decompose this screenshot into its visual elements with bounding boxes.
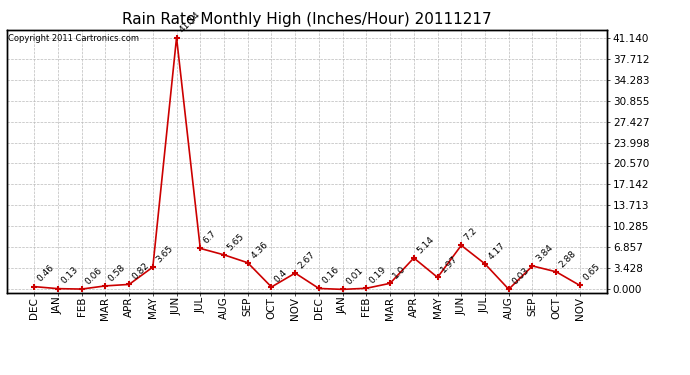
Text: 0.58: 0.58 [107,262,128,283]
Text: 0.01: 0.01 [344,266,364,286]
Text: 7.2: 7.2 [463,226,479,243]
Text: 6.7: 6.7 [201,229,218,246]
Text: 0.19: 0.19 [368,265,388,285]
Text: 1.0: 1.0 [391,264,408,280]
Text: 4.17: 4.17 [486,241,507,261]
Text: 1.97: 1.97 [439,254,460,274]
Text: 0.46: 0.46 [36,263,56,284]
Text: Copyright 2011 Cartronics.com: Copyright 2011 Cartronics.com [8,34,139,43]
Text: 2.88: 2.88 [558,249,578,269]
Text: 5.65: 5.65 [226,231,246,252]
Text: 5.14: 5.14 [415,235,435,255]
Text: 0.13: 0.13 [59,265,80,286]
Text: 0.06: 0.06 [83,266,104,286]
Text: 0.82: 0.82 [130,261,151,282]
Text: 0.03: 0.03 [510,266,531,286]
Text: 0.16: 0.16 [320,265,341,286]
Text: 41.14: 41.14 [178,10,202,35]
Text: 2.67: 2.67 [297,250,317,270]
Text: 0.4: 0.4 [273,268,289,284]
Text: 0.65: 0.65 [581,262,602,283]
Text: 3.84: 3.84 [534,243,554,263]
Text: 4.36: 4.36 [249,240,270,260]
Title: Rain Rate Monthly High (Inches/Hour) 20111217: Rain Rate Monthly High (Inches/Hour) 201… [122,12,492,27]
Text: 3.65: 3.65 [154,244,175,264]
